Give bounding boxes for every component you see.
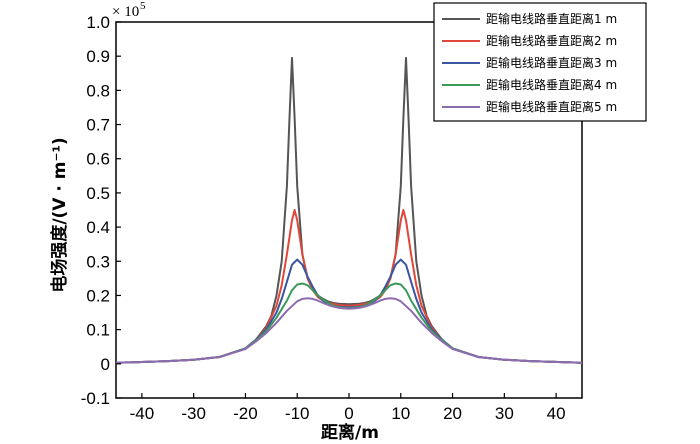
x-tick-label: 30 xyxy=(495,404,514,423)
legend-label-4: 距输电线路垂直距离4 m xyxy=(486,77,617,92)
x-tick-label: -30 xyxy=(181,404,206,423)
series-line-2 xyxy=(115,209,583,364)
series-line-1 xyxy=(115,56,583,364)
x-tick-label: -10 xyxy=(285,404,310,423)
y-tick-label: 0.5 xyxy=(86,184,110,203)
y-tick-label: -0.1 xyxy=(81,389,110,408)
y-tick-label: 0 xyxy=(101,355,110,374)
y-tick-label: 1.0 xyxy=(86,13,110,32)
axis-layer: -40 -30 -20 -10 0 10 20 30 40 -0.1 0 0.1 0.2 0.3 0.4 0.… xyxy=(81,13,566,423)
x-tick-label: -40 xyxy=(130,404,155,423)
x-tick-label: 0 xyxy=(344,404,353,423)
legend-label-3: 距输电线路垂直距离3 m xyxy=(486,55,617,70)
x-tick-label: 40 xyxy=(547,404,566,423)
y-axis-title: 电场强度/(V · m⁻¹) xyxy=(49,137,70,292)
series-line-4 xyxy=(115,282,583,364)
y-tick-label: 0.7 xyxy=(86,116,110,135)
legend: 距输电线路垂直距离1 m 距输电线路垂直距离2 m 距输电线路垂直距离3 m 距输电线… xyxy=(433,2,647,122)
x-axis-title: 距离/m xyxy=(321,422,379,443)
x-tick-label: -20 xyxy=(233,404,258,423)
y-tick-label: 0.6 xyxy=(86,150,110,169)
series-layer xyxy=(115,56,583,364)
legend-label-1: 距输电线路垂直距离1 m xyxy=(486,11,617,26)
series-line-5 xyxy=(115,297,583,364)
y-tick-label: 0.1 xyxy=(86,321,110,340)
y-tick-label: 0.2 xyxy=(86,286,110,305)
series-line-3 xyxy=(115,258,583,364)
y-tick-label: 0.9 xyxy=(86,47,110,66)
legend-label-2: 距输电线路垂直距离2 m xyxy=(486,33,617,48)
y-scale-label: × 10 xyxy=(112,4,139,20)
y-tick-label: 0.3 xyxy=(86,252,110,271)
x-tick-label: 20 xyxy=(443,404,462,423)
x-tick-label: 10 xyxy=(391,404,410,423)
legend-label-5: 距输电线路垂直距离5 m xyxy=(486,99,617,114)
y-tick-label: 0.4 xyxy=(86,218,110,237)
y-tick-label: 0.8 xyxy=(86,81,110,100)
y-scale-exponent: 5 xyxy=(140,0,146,12)
